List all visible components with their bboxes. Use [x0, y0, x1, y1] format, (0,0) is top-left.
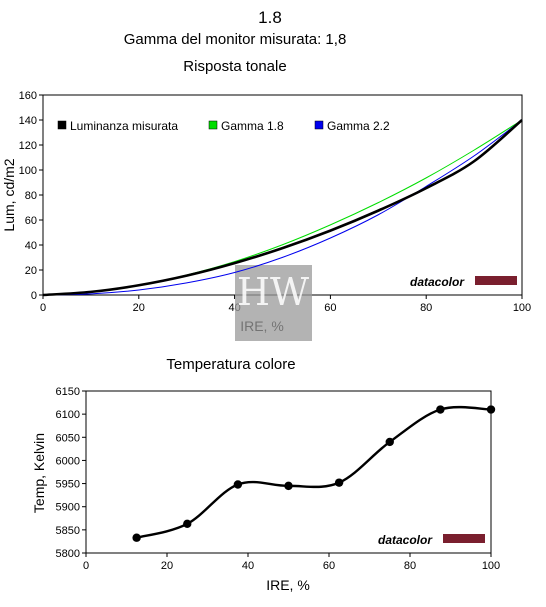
temp-x-tick-label: 20	[161, 560, 173, 572]
tone-brand-bar	[475, 276, 517, 285]
temp-data-point	[385, 437, 394, 447]
tone-y-tick-label: 0	[31, 290, 37, 302]
tone-x-tick-label: 20	[133, 302, 145, 314]
temp-data-point	[132, 533, 141, 542]
tone-y-tick-label: 40	[25, 240, 37, 252]
tone-y-tick-label: 60	[25, 215, 37, 227]
tone-brand-logo: datacolor	[410, 275, 465, 289]
tone-legend-swatch	[314, 120, 324, 130]
temp-x-tick-label: 80	[404, 560, 416, 572]
tone-x-tick-label: 60	[324, 302, 336, 314]
tone-x-tick-label: 0	[40, 302, 46, 314]
temp-series-line	[136, 405, 492, 539]
gamma-subtitle: Gamma del monitor misurata: 1,8	[123, 31, 347, 48]
temp-data-point	[486, 405, 496, 414]
temp-x-tick-label: 100	[482, 560, 500, 572]
tone-y-tick-label: 120	[19, 140, 37, 152]
temp-data-point	[284, 481, 293, 491]
tone-y-axis-label: Lum, cd/m2	[1, 158, 17, 231]
temp-x-tick-label: 0	[83, 560, 89, 572]
tone-legend-label: Gamma 1.8	[221, 119, 284, 133]
temp-y-tick-label: 6000	[56, 455, 80, 467]
temp-y-tick-label: 6050	[56, 432, 80, 444]
hw-watermark-logo: HW	[237, 270, 309, 314]
temp-y-tick-label: 6100	[56, 409, 80, 421]
tone-y-tick-label: 160	[19, 90, 37, 102]
tone-y-tick-label: 100	[19, 165, 37, 177]
tone-y-tick-label: 20	[25, 265, 37, 277]
chart-header-value: 1.8	[258, 8, 282, 27]
tone-legend-label: Gamma 2.2	[327, 119, 390, 133]
temp-data-point	[334, 478, 344, 487]
hw-watermark-box	[235, 265, 312, 341]
temp-y-tick-label: 5900	[56, 502, 80, 514]
tone-x-tick-label: 100	[513, 302, 531, 314]
temp-data-point	[436, 405, 445, 414]
temp-chart-title: Temperatura colore	[166, 356, 296, 373]
temp-y-tick-label: 6150	[56, 386, 80, 398]
temp-brand-bar	[443, 534, 485, 543]
temp-y-tick-label: 5800	[56, 548, 80, 560]
temp-x-tick-label: 60	[323, 560, 335, 572]
tone-legend-label: Luminanza misurata	[70, 119, 178, 133]
tone-x-tick-label: 80	[420, 302, 432, 314]
temp-y-tick-label: 5850	[56, 525, 80, 537]
tone-series-gamma-22-line	[42, 119, 523, 296]
tone-chart-title: Risposta tonale	[183, 58, 287, 75]
temp-data-point	[233, 480, 243, 489]
temp-y-axis-label: Temp, Kelvin	[31, 433, 47, 513]
temp-brand-logo: datacolor	[378, 533, 433, 547]
temp-y-tick-label: 5950	[56, 479, 80, 491]
temp-x-tick-label: 40	[242, 560, 254, 572]
tone-legend-swatch	[57, 120, 67, 130]
tone-legend-swatch	[208, 120, 218, 130]
temp-x-axis-label: IRE, %	[266, 577, 310, 593]
temp-plot-frame	[85, 390, 492, 554]
temp-data-point	[183, 519, 192, 529]
tone-y-tick-label: 140	[19, 115, 37, 127]
tone-y-tick-label: 80	[25, 190, 37, 202]
tone-series-measured-line	[42, 119, 523, 297]
